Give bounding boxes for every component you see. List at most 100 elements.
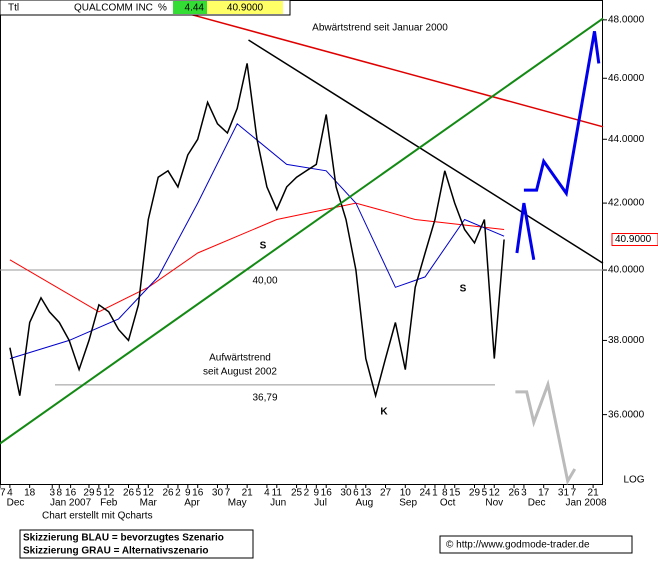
x-tick-label: 21	[588, 488, 600, 499]
x-tick-label: 29	[83, 488, 95, 499]
x-tick-label: 2	[304, 488, 310, 499]
x-tick-label: 12	[489, 488, 501, 499]
series-line	[179, 10, 604, 128]
x-tick-label: 30	[340, 488, 352, 499]
x-tick-label: 8	[442, 488, 448, 499]
company-name: QUALCOMM INC	[74, 3, 153, 14]
series-line	[523, 31, 601, 198]
series-line	[9, 123, 505, 360]
change: 4.44	[185, 3, 205, 14]
scale-label: LOG	[623, 475, 644, 486]
x-tick-label: 3	[521, 488, 527, 499]
month-label: Sep	[399, 498, 417, 509]
x-tick-label: 7	[225, 488, 231, 499]
x-tick-label: 2	[175, 488, 181, 499]
series-line	[9, 202, 505, 313]
x-tick-label: 10	[400, 488, 412, 499]
level-label: 40,00	[252, 276, 277, 287]
x-tick-label: 6	[353, 488, 359, 499]
x-tick-label: 13	[360, 488, 372, 499]
series-line	[248, 39, 604, 264]
legend-box	[19, 529, 254, 559]
annotation: seit August 2002	[203, 367, 277, 378]
month-label: Aug	[355, 498, 373, 509]
source-box	[439, 535, 633, 554]
month-label: Apr	[184, 498, 200, 509]
month-label: Mar	[140, 498, 158, 509]
x-tick-label: 7	[571, 488, 577, 499]
x-tick-label: 18	[24, 488, 36, 499]
y-tick-label: 46.0000	[608, 73, 645, 84]
symbol: Ttl	[8, 3, 19, 14]
legend-blue: Skizzierung BLAU = bevorzugtes Szenario	[23, 533, 224, 544]
annotation: K	[380, 407, 388, 418]
x-tick-label: 16	[321, 488, 333, 499]
month-label: Jan 2008	[565, 498, 607, 509]
x-tick-label: 21	[242, 488, 254, 499]
x-tick-label: 27	[0, 488, 6, 499]
annotation: Abwärtstrend seit Januar 2000	[312, 23, 448, 34]
x-tick-label: 26	[162, 488, 174, 499]
x-tick-label: 5	[136, 488, 142, 499]
x-tick-label: 26	[123, 488, 135, 499]
y-tick-label: 40.0000	[608, 265, 645, 276]
x-tick-label: 4	[7, 488, 13, 499]
price-box	[207, 1, 283, 14]
x-tick-label: 5	[96, 488, 102, 499]
x-tick-label: 16	[65, 488, 77, 499]
x-tick-label: 31	[558, 488, 570, 499]
x-tick-label: 24	[420, 488, 432, 499]
month-label: Jun	[270, 498, 286, 509]
annotation: S	[460, 284, 467, 295]
x-tick-label: 30	[212, 488, 224, 499]
last-price-label: 40.9000	[615, 234, 652, 245]
month-label: Dec	[528, 498, 546, 509]
month-label: Feb	[100, 498, 118, 509]
y-tick-label: 44.0000	[608, 134, 645, 145]
month-label: Jul	[314, 498, 327, 509]
x-tick-label: 29	[469, 488, 481, 499]
series-line	[0, 17, 604, 445]
y-tick-label: 48.0000	[608, 15, 645, 26]
month-label: Oct	[440, 498, 456, 509]
x-tick-label: 12	[143, 488, 155, 499]
x-tick-label: 1	[432, 488, 438, 499]
x-tick-label: 5	[482, 488, 488, 499]
x-tick-label: 11	[272, 488, 283, 499]
x-tick-label: 17	[538, 488, 550, 499]
month-label: Jan 2007	[50, 498, 92, 509]
change-box	[173, 1, 207, 14]
annotation: Aufwärtstrend	[209, 353, 271, 364]
unit: %	[158, 3, 167, 14]
month-label: Nov	[485, 498, 503, 509]
x-tick-label: 8	[57, 488, 63, 499]
x-tick-label: 4	[264, 488, 270, 499]
series-line	[9, 63, 505, 399]
plot: 40,00 36,79 Abwärtstrend seit Januar 2000 A…	[0, 10, 604, 486]
x-tick-label: 16	[192, 488, 204, 499]
x-tick-label: 9	[314, 488, 320, 499]
legend-gray: Skizzierung GRAU = Alternativszenario	[23, 546, 209, 557]
x-tick-label: 15	[449, 488, 461, 499]
x-tick-label: 27	[380, 488, 392, 499]
x-tick-label: 12	[103, 488, 115, 499]
last-price-box	[611, 233, 658, 247]
credit: Chart erstellt mit Qcharts	[42, 511, 153, 522]
series-line	[515, 202, 536, 261]
x-tick-label: 26	[508, 488, 520, 499]
plot-frame	[0, 0, 603, 485]
y-tick-label: 36.0000	[608, 409, 645, 420]
y-tick-label: 38.0000	[608, 335, 645, 346]
series-line	[515, 379, 577, 486]
x-tick-label: 25	[291, 488, 303, 499]
month-label: May	[228, 498, 247, 509]
annotation: S	[260, 241, 267, 252]
x-tick-label: 9	[185, 488, 191, 499]
x-tick-label: 3	[49, 488, 55, 499]
level-label: 36,79	[252, 392, 277, 403]
header-price: 40.9000	[227, 3, 264, 14]
month-label: Dec	[7, 498, 25, 509]
source: © http://www.godmode-trader.de	[446, 540, 590, 551]
